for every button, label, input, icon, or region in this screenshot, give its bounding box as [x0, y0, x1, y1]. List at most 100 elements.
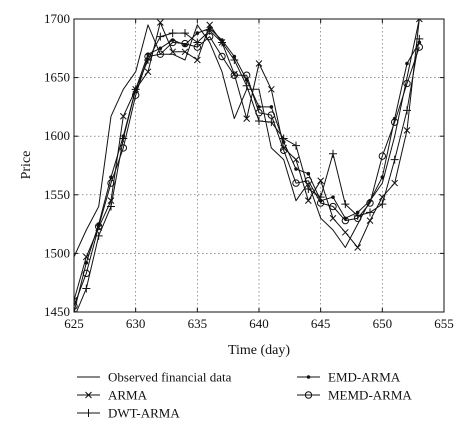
- legend-item-emd-arma: EMD-ARMA: [297, 370, 401, 385]
- memd-arma-point: [205, 32, 214, 41]
- emd-arma-series: [74, 26, 422, 312]
- dwt-arma-point: [193, 38, 202, 47]
- emd-arma-point: [257, 105, 261, 109]
- memd-arma-point: [378, 152, 387, 160]
- emd-arma-point: [405, 61, 409, 66]
- dwt-arma-point: [341, 200, 350, 209]
- arma-point: [403, 126, 411, 134]
- y-tick-label: 1500: [44, 245, 70, 260]
- memd-arma-point: [279, 146, 288, 154]
- arma-point: [304, 197, 312, 205]
- emd-arma-point: [269, 105, 274, 109]
- y-tick-label: 1650: [44, 70, 70, 85]
- memd-arma-point: [181, 39, 189, 48]
- arma-point: [119, 112, 127, 120]
- memd-arma-point: [168, 38, 177, 47]
- memd-arma-point: [353, 214, 362, 222]
- emd-arma-point: [281, 140, 286, 144]
- memd-arma-point: [131, 91, 140, 99]
- arma-point: [317, 177, 325, 185]
- legend-label: ARMA: [108, 388, 148, 403]
- dwt-arma-point: [107, 202, 115, 211]
- arma-point: [181, 48, 189, 56]
- legend-emd-arma-point: [306, 375, 311, 379]
- memd-arma-point: [316, 199, 325, 207]
- emd-arma-point: [380, 175, 385, 180]
- grid: [74, 19, 444, 312]
- arma-point: [267, 85, 275, 93]
- arma-line: [74, 19, 420, 301]
- memd-arma-point: [292, 179, 300, 187]
- legend-item-arma: ARMA: [77, 388, 148, 403]
- arma-point: [144, 68, 152, 76]
- arma-point: [243, 115, 251, 122]
- emd-arma-point: [331, 195, 335, 199]
- arma-series: [74, 19, 423, 304]
- arma-point: [329, 214, 337, 222]
- memd-arma-point: [107, 179, 115, 187]
- dwt-arma-point: [168, 29, 177, 38]
- arma-point: [366, 217, 374, 224]
- dwt-arma-point: [292, 141, 300, 150]
- y-tick-label: 1600: [44, 128, 70, 143]
- memd-arma-point: [119, 144, 128, 152]
- legend: Observed financial data ARMA DWT-ARMA EMD-A…: [77, 370, 412, 421]
- arma-point: [415, 19, 423, 23]
- legend-label: MEMD-ARMA: [328, 388, 412, 403]
- memd-arma-point: [329, 202, 337, 211]
- memd-arma-point: [403, 79, 411, 88]
- dwt-arma-point: [255, 116, 263, 125]
- series-group: [74, 19, 424, 312]
- legend-arma-point: [85, 391, 92, 399]
- memd-arma-series: [74, 32, 424, 310]
- axes: 625 630 635 640 645 650 655 1450 1500 1550 1600 165…: [44, 11, 454, 331]
- memd-arma-point: [94, 222, 103, 231]
- x-tick-label: 625: [64, 316, 84, 331]
- emd-arma-point: [195, 31, 200, 35]
- dwt-arma-line: [75, 30, 420, 312]
- x-axis-label: Time (day): [228, 343, 290, 358]
- memd-arma-point: [218, 52, 226, 61]
- y-axis-label: Price: [19, 151, 34, 180]
- arma-point: [341, 228, 349, 236]
- emd-arma-point: [294, 167, 298, 171]
- dwt-arma-series: [75, 26, 424, 312]
- memd-arma-point: [267, 111, 276, 119]
- arma-point: [206, 21, 214, 29]
- legend-memd-arma-point: [304, 391, 313, 399]
- legend-label: Observed financial data: [108, 370, 232, 385]
- emd-arma-point: [232, 54, 237, 59]
- x-tick-label: 630: [126, 316, 146, 331]
- memd-arma-point: [341, 216, 350, 225]
- memd-arma-point: [193, 43, 202, 51]
- emd-arma-point: [133, 87, 138, 92]
- emd-arma-point: [121, 134, 126, 138]
- arma-point: [169, 48, 177, 56]
- x-tick-label: 645: [311, 316, 331, 331]
- emd-arma-point: [355, 210, 360, 215]
- emd-arma-point: [306, 171, 311, 176]
- x-tick-label: 650: [373, 316, 393, 331]
- dwt-arma-point: [156, 32, 165, 41]
- arma-point: [193, 56, 201, 64]
- emd-arma-point: [109, 175, 113, 180]
- emd-arma-point: [220, 38, 224, 42]
- dwt-arma-point: [329, 149, 337, 158]
- dwt-arma-point: [378, 200, 387, 209]
- dwt-arma-point: [390, 155, 399, 164]
- x-tick-label: 640: [249, 316, 269, 331]
- legend-dwt-arma-point: [84, 409, 93, 417]
- dwt-arma-point: [82, 284, 91, 293]
- legend-item-memd-arma: MEMD-ARMA: [297, 388, 412, 403]
- dwt-arma-point: [304, 184, 313, 193]
- x-tick-label: 655: [434, 316, 454, 331]
- arma-point: [292, 156, 300, 163]
- memd-arma-point: [366, 199, 374, 207]
- memd-arma-point: [242, 71, 251, 79]
- x-tick-label: 635: [188, 316, 208, 331]
- arma-point: [391, 179, 399, 187]
- memd-arma-point: [304, 177, 313, 185]
- dwt-arma-point: [366, 208, 374, 217]
- emd-arma-point: [84, 260, 89, 265]
